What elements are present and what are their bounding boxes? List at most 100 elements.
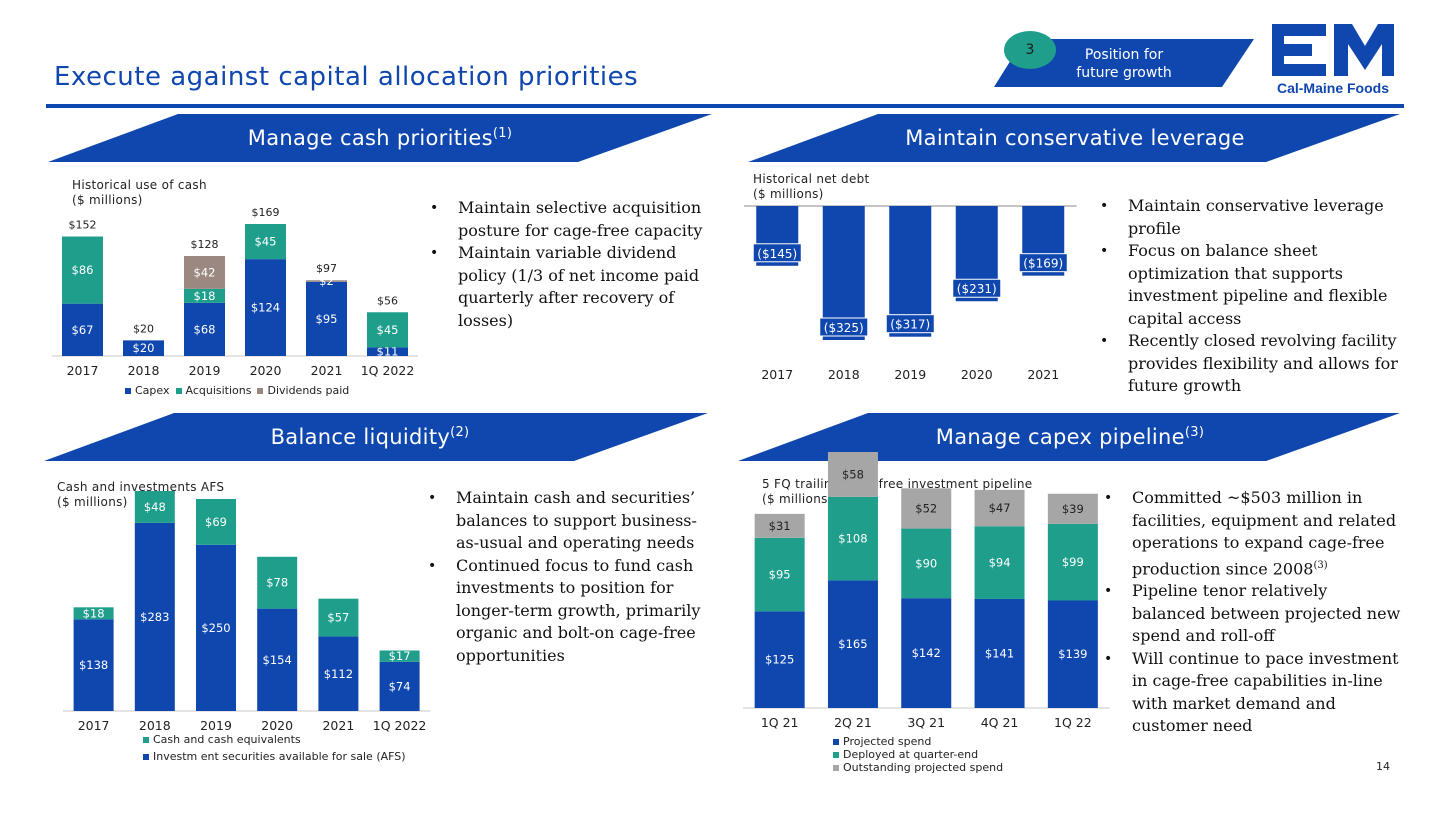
cash-investments-legend-afs: Investm ent securities available for sal… [143, 750, 406, 763]
leverage-bullet: Recently closed revolving facility provi… [1098, 330, 1398, 398]
capex-pipeline-tick-label: 2Q 21 [834, 715, 872, 730]
cash-investments-data-label: $250 [201, 621, 230, 635]
capex-pipeline-data-label: $58 [842, 467, 864, 481]
capex-pipeline-data-label: $90 [915, 556, 937, 570]
legend-swatch-afs [143, 753, 149, 760]
net-debt-label-box [819, 317, 869, 337]
cash-investments-tick-label: 2020 [261, 718, 293, 733]
net-debt-data-label: ($325) [824, 321, 864, 335]
capex-pipeline-bar-outstanding-projected-spend [974, 489, 1025, 527]
use-of-cash-tick-label: 2018 [128, 363, 160, 378]
capex-pipeline-data-label: $94 [989, 556, 1011, 570]
legend-swatch-dividends [257, 387, 264, 394]
legend-swatch-projected [833, 738, 839, 745]
net-debt-data-label: ($169) [1023, 257, 1063, 271]
use-of-cash-tick-label: 2021 [311, 363, 343, 378]
liquidity-bullets: Maintain cash and securities’ balances t… [426, 487, 716, 667]
use-of-cash-total-label: $152 [69, 218, 97, 231]
cash-investments-tick-label: 2019 [200, 718, 232, 733]
capex-section-title: Manage capex pipeline(3) [935, 425, 1205, 449]
cash-investments-bar-cash-and-cash-equivalents [196, 498, 236, 545]
use-of-cash-tick-label: 2017 [67, 363, 99, 378]
cash-investments-bar-investment-securities-available-for-sale-afs- [318, 636, 359, 711]
leverage-section-title: Maintain conservative leverage [905, 126, 1245, 150]
cash-investments-data-label: $57 [327, 611, 349, 625]
capex-pipeline-data-label: $108 [838, 532, 867, 546]
net-debt-tick-label: 2021 [1027, 367, 1059, 382]
capex-pipeline-data-label: $95 [769, 568, 791, 582]
liquidity-section-band [44, 413, 708, 461]
capex-legend-outstanding: Outstanding projected spend [833, 761, 1003, 774]
net-debt-tick-label: 2017 [761, 367, 793, 382]
capex-pipeline-data-label: $31 [769, 519, 791, 533]
net-debt-data-label: ($231) [957, 282, 997, 296]
cash-section-title: Manage cash priorities(1) [247, 126, 513, 150]
capex-section-band [738, 413, 1400, 461]
net-debt-label-box [952, 278, 1002, 298]
net-debt-tick-label: 2020 [961, 367, 993, 382]
use-of-cash-bar-acquisitions [245, 224, 286, 260]
cash-investments-caption: Cash and investments AFS ($ millions) [57, 480, 225, 509]
use-of-cash-total-label: $128 [191, 238, 219, 251]
use-of-cash-total-label: $169 [252, 206, 280, 219]
capex-legend-deployed: Deployed at quarter-end [833, 748, 978, 761]
cash-investments-data-label: $154 [263, 653, 292, 667]
cash-investments-bar-cash-and-cash-equivalents [379, 650, 420, 662]
leverage-bullets: Maintain conservative leverage profile F… [1098, 195, 1398, 398]
legend-deployed: Deployed at quarter-end [843, 748, 979, 761]
cash-bullet: Maintain selective acquisition posture f… [428, 197, 713, 242]
cash-investments-bar-cash-and-cash-equivalents [73, 607, 114, 620]
leverage-bullet: Maintain conservative leverage profile [1098, 195, 1398, 240]
net-debt-label-box [1018, 253, 1068, 273]
cash-investments-tick-label: 2018 [139, 718, 171, 733]
capex-pipeline-tick-label: 1Q 22 [1054, 715, 1092, 730]
leverage-bullet: Focus on balance sheet optimization that… [1098, 240, 1398, 330]
capex-pipeline-bar-projected-spend [974, 598, 1025, 708]
use-of-cash-bar-dividends-paid [306, 280, 347, 282]
use-of-cash-bar-dividends-paid [184, 256, 225, 289]
capex-pipeline-tick-label: 3Q 21 [907, 715, 945, 730]
legend-swatch-cash [143, 736, 149, 743]
use-of-cash-total-label: $56 [377, 294, 398, 307]
cash-investments-data-label: $112 [324, 667, 353, 681]
cash-investments-tick-label: 1Q 2022 [373, 718, 427, 733]
use-of-cash-data-label: $2 [319, 274, 334, 288]
use-of-cash-bar-acquisitions [367, 312, 408, 348]
use-of-cash-legend: Capex Acquisitions Dividends paid [125, 384, 349, 397]
capex-pipeline-bar-deployed-at-quarter-end [901, 528, 952, 599]
use-of-cash-data-label: $45 [377, 323, 399, 337]
legend-swatch-outstanding [833, 764, 839, 771]
capex-pipeline-bar-deployed-at-quarter-end [827, 496, 878, 581]
position-banner-text: Position for future growth [1076, 47, 1172, 81]
title-divider [46, 104, 1404, 108]
capex-pipeline-data-label: $47 [989, 501, 1011, 515]
capex-pipeline-bar-outstanding-projected-spend [1047, 493, 1098, 524]
cash-bullets: Maintain selective acquisition posture f… [428, 197, 713, 332]
capex-pipeline-data-label: $141 [985, 646, 1014, 660]
use-of-cash-caption: Historical use of cash ($ millions) [72, 178, 207, 207]
capex-pipeline-tick-label: 1Q 21 [761, 715, 799, 730]
leverage-section-band [748, 114, 1400, 162]
net-debt-data-label: ($145) [757, 247, 797, 261]
use-of-cash-tick-label: 1Q 2022 [361, 363, 415, 378]
capex-bullets: Committed ~$503 million in facilities, e… [1102, 487, 1402, 738]
legend-acquisitions: Acquisitions [185, 384, 252, 397]
use-of-cash-data-label: $95 [316, 312, 338, 326]
use-of-cash-bar-acquisitions [184, 288, 225, 303]
use-of-cash-bar-acquisitions [62, 236, 103, 304]
capex-pipeline-bar-outstanding-projected-spend [901, 488, 952, 529]
cash-investments-data-label: $18 [83, 606, 105, 620]
cash-investments-data-label: $283 [140, 610, 169, 624]
use-of-cash-data-label: $67 [72, 323, 94, 337]
legend-capex: Capex [135, 384, 170, 397]
cash-investments-bar-investment-securities-available-for-sale-afs- [196, 544, 236, 711]
capex-pipeline-bar-deployed-at-quarter-end [1047, 523, 1098, 601]
cash-investments-data-label: $74 [389, 679, 411, 693]
cash-bullet: Maintain variable dividend policy (1/3 o… [428, 242, 713, 332]
liquidity-bullet: Maintain cash and securities’ balances t… [426, 487, 716, 555]
capex-pipeline-bar-projected-spend [827, 580, 878, 708]
capex-pipeline-data-label: $142 [912, 646, 941, 660]
cash-investments-bar-investment-securities-available-for-sale-afs- [134, 522, 175, 711]
capex-pipeline-data-label: $52 [915, 501, 937, 515]
